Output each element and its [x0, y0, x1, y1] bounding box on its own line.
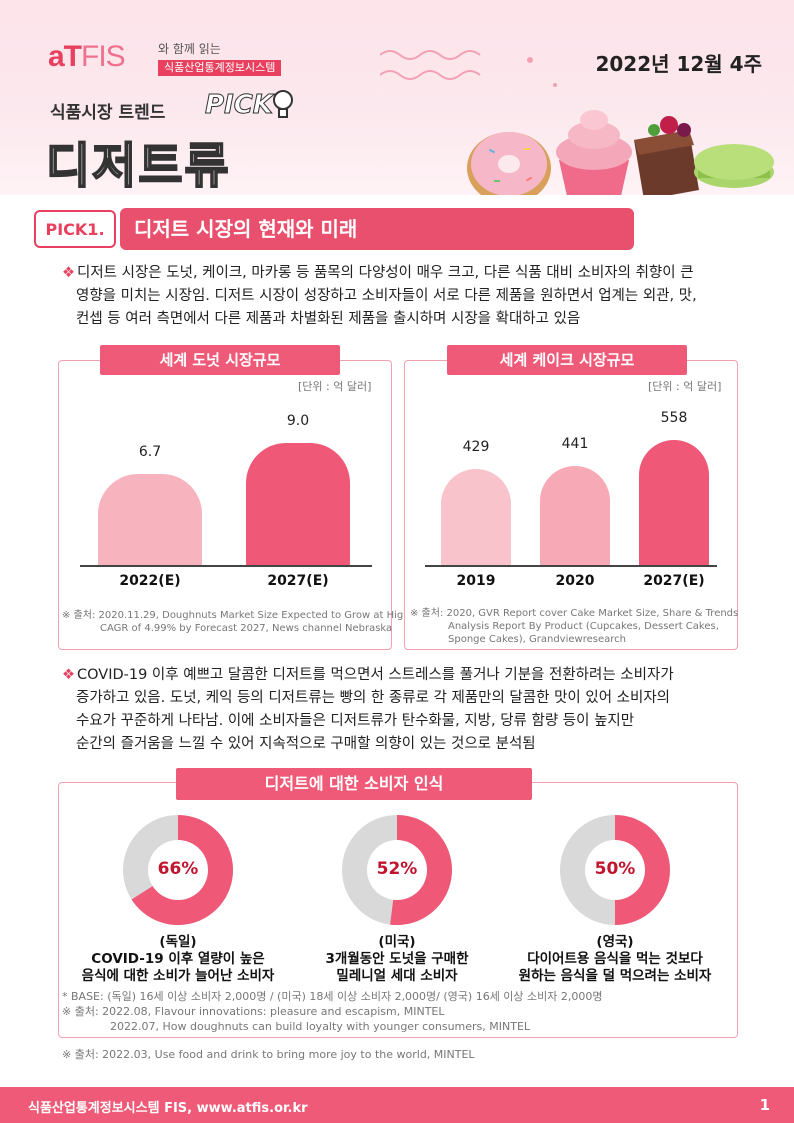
- cake-chart-source-1: ※ 출처: 2020, GVR Report cover Cake Market…: [410, 608, 739, 619]
- perception-title: 디저트에 대한 소비자 인식: [176, 768, 532, 800]
- logo-with-text: 와 함께 읽는: [158, 42, 221, 56]
- bar-category-label: 2019: [456, 573, 496, 589]
- donut-percent-label: 52%: [376, 859, 418, 879]
- bar-value-label: 429: [462, 438, 490, 455]
- cake-chart-source-3: Sponge Cakes), Grandviewresearch: [448, 634, 626, 645]
- donut-caption-line: COVID-19 이후 열량이 높은: [91, 951, 265, 967]
- bar-value-label: 6.7: [138, 444, 162, 461]
- bar-category-label: 2027(E): [267, 573, 329, 589]
- diamond-bullet-icon: ❖: [62, 667, 75, 683]
- donut-caption-line: 다이어트용 음식을 먹는 것보다: [527, 951, 703, 967]
- dessert-illustration: [467, 110, 774, 195]
- bar-value-label: 441: [561, 436, 589, 453]
- base-note: * BASE: (독일) 16세 이상 소비자 2,000명 / (미국) 18…: [62, 990, 603, 1003]
- donut-chart-title: 세계 도넛 시장규모: [100, 345, 340, 375]
- donut-caption: (미국) 3개월동안 도넛을 구매한 밀레니얼 세대 소비자: [287, 934, 507, 985]
- source-note-2: 2022.07, How doughnuts can build loyalty…: [110, 1020, 531, 1033]
- donut-caption-line: 3개월동안 도넛을 구매한: [325, 951, 469, 967]
- donut-caption-line: (독일): [159, 934, 197, 950]
- donut-chart: [342, 815, 452, 925]
- donut-chart-unit: [단위 : 억 달러]: [298, 380, 372, 393]
- section-header: PICK1. 디저트 시장의 현재와 미래: [34, 208, 634, 250]
- lightbulb-icon: [273, 90, 293, 118]
- donut-hole: [585, 840, 645, 900]
- donut-chart-source-2: CAGR of 4.99% by Forecast 2027, News cha…: [100, 623, 393, 634]
- cake-chart-unit: [단위 : 억 달러]: [648, 380, 722, 393]
- bar-category-label: 2027(E): [643, 573, 705, 589]
- bar-category-label: 2022(E): [119, 573, 181, 589]
- macaron-icon: [694, 144, 774, 188]
- donut-caption-line: 원하는 음식을 덜 먹으려는 소비자: [518, 968, 712, 984]
- atfis-logo: aTFIS: [48, 40, 126, 73]
- donut-chart: [560, 815, 670, 925]
- donut-percent-label: 50%: [594, 859, 636, 879]
- donut-caption-line: (미국): [378, 934, 416, 950]
- bar-value-label: 9.0: [286, 413, 310, 429]
- cake-chart-source-2: Analysis Report By Product (Cupcakes, De…: [448, 621, 719, 632]
- cupcake-icon: [556, 110, 632, 195]
- chocolate-cake-icon: [634, 116, 699, 195]
- donut-chart-source-1: ※ 출처: 2020.11.29, Doughnuts Market Size …: [62, 610, 410, 621]
- section-title: 디저트 시장의 현재와 미래: [120, 208, 634, 250]
- bar: [98, 474, 202, 565]
- bar-chart-axis: [425, 565, 717, 567]
- donut-caption: (영국) 다이어트용 음식을 먹는 것보다 원하는 음식을 덜 먹으려는 소비자: [505, 934, 725, 985]
- header-banner: aTFIS 와 함께 읽는 식품산업통계정보시스템 2022년 12월 4주 식…: [0, 0, 794, 195]
- pick-badge: PICK1.: [34, 210, 116, 248]
- bar: [246, 443, 350, 565]
- intro-paragraph: ❖ 디저트 시장은 도넛, 케이크, 마카롱 등 품목의 다양성이 매우 크고, …: [62, 265, 697, 327]
- donut-caption-line: 음식에 대한 소비가 늘어난 소비자: [81, 968, 275, 984]
- issue-date: 2022년 12월 4주: [595, 52, 762, 76]
- donut-hole: [367, 840, 427, 900]
- donut-icon: [467, 132, 551, 195]
- logo-subtitle: 식품산업통계정보시스템: [158, 60, 282, 76]
- page-number: 1: [759, 1096, 770, 1114]
- footer-bar: 식품산업통계정보시스템 FIS, www.atfis.or.kr 1: [0, 1087, 794, 1123]
- bar-value-label: 558: [660, 410, 688, 426]
- donut-hole: [148, 840, 208, 900]
- donut-chart: [123, 815, 233, 925]
- donut-percent-label: 66%: [157, 859, 199, 879]
- bar: [441, 468, 511, 565]
- bar-category-label: 2020: [555, 573, 595, 589]
- bar: [540, 466, 610, 565]
- donut-caption-line: 밀레니얼 세대 소비자: [336, 968, 458, 984]
- page-title: 디저트류: [45, 137, 231, 195]
- source-note-1: ※ 출처: 2022.08, Flavour innovations: plea…: [62, 1005, 445, 1018]
- wave-decoration: [380, 50, 557, 87]
- diamond-bullet-icon: ❖: [62, 265, 75, 281]
- source-note-3: ※ 출처: 2022.03, Use food and drink to bri…: [62, 1048, 475, 1061]
- bar-chart-axis: [80, 565, 372, 567]
- trend-label: 식품시장 트렌드: [50, 103, 166, 123]
- footer-site: 식품산업통계정보시스템 FIS, www.atfis.or.kr: [28, 1101, 308, 1116]
- covid-paragraph: ❖ COVID-19 이후 예쁘고 달콤한 디저트를 먹으면서 스트레스를 풀거나…: [62, 667, 674, 752]
- bar: [639, 440, 709, 565]
- donut-caption-line: (영국): [596, 934, 634, 950]
- pick-word: PICK: [205, 90, 274, 121]
- cake-chart-title: 세계 케이크 시장규모: [447, 345, 687, 375]
- donut-caption: (독일) COVID-19 이후 열량이 높은 음식에 대한 소비가 늘어난 소비자: [68, 934, 288, 985]
